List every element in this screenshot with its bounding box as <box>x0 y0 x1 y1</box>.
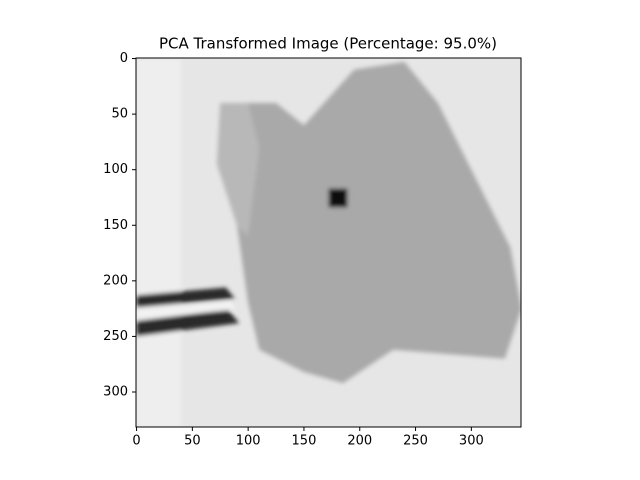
x-tick-label: 250 <box>403 434 428 449</box>
y-tick-label: 0 <box>120 51 128 66</box>
y-tick-label: 300 <box>103 384 128 399</box>
y-tick-label: 200 <box>103 273 128 288</box>
x-tick-label: 300 <box>459 434 484 449</box>
x-tick-label: 50 <box>184 434 201 449</box>
y-tick-label: 100 <box>103 162 128 177</box>
x-tick-label: 150 <box>292 434 317 449</box>
x-tick-label: 200 <box>347 434 372 449</box>
y-tick-label: 150 <box>103 218 128 233</box>
chart-title: PCA Transformed Image (Percentage: 95.0%… <box>159 35 497 53</box>
axes-frame <box>135 57 522 428</box>
x-tick-label: 100 <box>236 434 261 449</box>
y-tick-label: 50 <box>111 107 128 122</box>
x-tick-label: 0 <box>132 434 140 449</box>
y-tick-label: 250 <box>103 329 128 344</box>
image <box>136 58 521 427</box>
